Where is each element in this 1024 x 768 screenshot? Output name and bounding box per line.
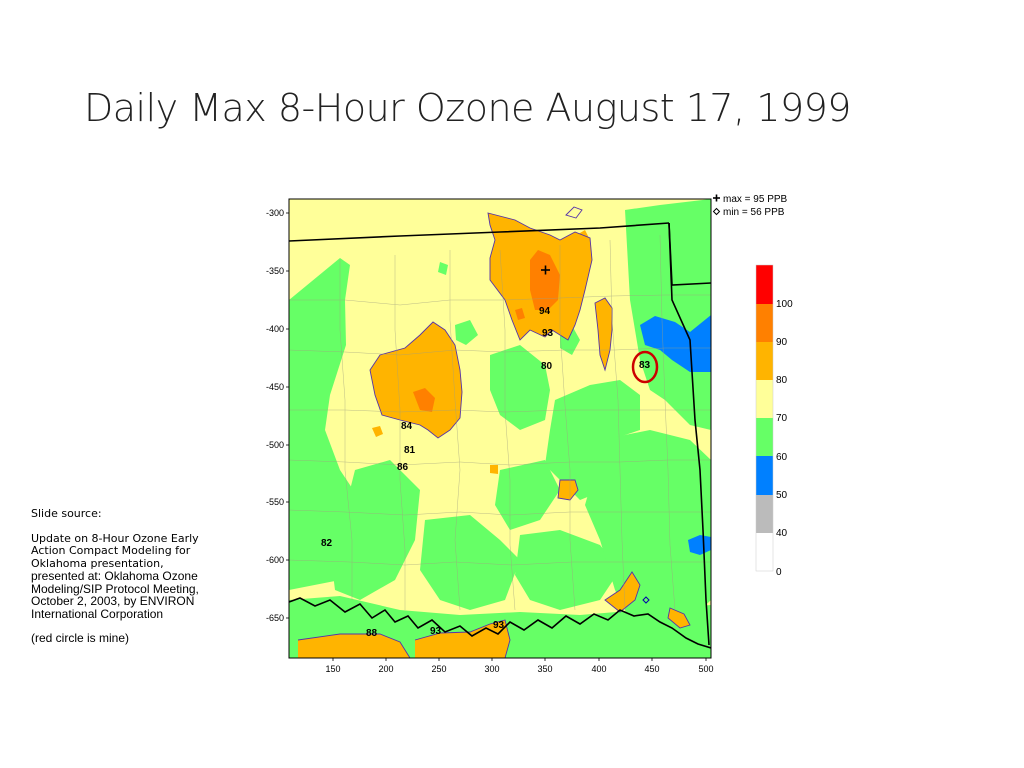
value-label: 82: [321, 538, 333, 549]
legend-swatch-100: [756, 265, 773, 304]
x-tick-label: 250: [431, 664, 446, 674]
source-text-2: presented at: Oklahoma Ozone Modeling/SI…: [31, 569, 199, 621]
min-key-icon: [712, 207, 721, 216]
band-50-60: [640, 315, 711, 555]
max-min-key: max = 95 PPB min = 56 PPB: [712, 194, 788, 218]
value-label: 93: [430, 626, 442, 637]
y-tick-label: -350: [266, 266, 284, 276]
value-label: 80: [541, 361, 553, 372]
monitor-value-labels: 94 93 80 83 84 81 86 82 88 93 93: [321, 306, 651, 639]
legend-label: 40: [776, 528, 788, 539]
county-boundaries: [289, 234, 711, 611]
value-label: 81: [404, 445, 416, 456]
x-tick-label: 500: [698, 664, 713, 674]
legend-label: 70: [776, 413, 788, 424]
y-tick-label: -650: [266, 613, 284, 623]
legend-swatch-60: [756, 418, 773, 456]
legend-label: 80: [776, 375, 788, 386]
y-tick-label: -500: [266, 440, 284, 450]
legend-label: 60: [776, 452, 788, 463]
min-label: min = 56 PPB: [723, 207, 785, 218]
x-tick-label: 300: [484, 664, 499, 674]
max-key-icon: [713, 194, 720, 202]
x-tick-label: 400: [591, 664, 606, 674]
max-label: max = 95 PPB: [723, 194, 788, 205]
value-label: 93: [542, 328, 554, 339]
legend-swatch-90: [756, 304, 773, 342]
value-label: 84: [401, 421, 413, 432]
state-boundaries: [289, 222, 711, 649]
source-text-1: Update on 8-Hour Ozone Early Action Comp…: [31, 531, 199, 570]
source-note: (red circle is mine): [31, 631, 130, 645]
legend-label: 50: [776, 490, 788, 501]
source-heading: Slide source:: [31, 507, 102, 520]
color-legend: 100 90 80 70 60 50 40 0: [755, 264, 793, 578]
annotation-red-circle: [631, 350, 659, 384]
max-marker: [541, 265, 550, 275]
x-axis: 150 200 250 300 350 400 450 500: [325, 658, 714, 674]
y-tick-label: -300: [266, 208, 284, 218]
legend-swatch-0: [756, 533, 773, 571]
y-tick-label: -450: [266, 382, 284, 392]
x-tick-label: 150: [325, 664, 340, 674]
value-label: 83: [639, 360, 651, 371]
legend-label: 0: [776, 567, 782, 578]
y-tick-label: -600: [266, 555, 284, 565]
legend-label: 90: [776, 337, 788, 348]
band-90-100: [413, 250, 560, 412]
x-tick-label: 450: [644, 664, 659, 674]
legend-swatch-50: [756, 456, 773, 495]
value-label: 93: [493, 620, 505, 631]
min-marker: [642, 596, 650, 604]
y-tick-label: -550: [266, 497, 284, 507]
ozone-contour-map: 94 93 80 83 84 81 86 82 88 93 93: [289, 199, 711, 658]
slide-source: Slide source: Update on 8-Hour Ozone Ear…: [31, 507, 226, 657]
legend-swatch-80: [756, 342, 773, 380]
legend-label: 100: [776, 299, 793, 310]
slide-title: Daily Max 8-Hour Ozone August 17, 1999: [84, 86, 851, 130]
y-axis: -300 -350 -400 -450 -500 -550 -600 -650: [266, 208, 289, 623]
value-label: 88: [366, 628, 378, 639]
y-tick-label: -400: [266, 324, 284, 334]
value-label: 86: [397, 462, 409, 473]
legend-swatch-70: [756, 380, 773, 418]
map-frame: [288, 198, 712, 659]
value-label: 94: [539, 306, 551, 317]
x-tick-label: 350: [537, 664, 552, 674]
x-tick-label: 200: [378, 664, 393, 674]
legend-swatch-40: [756, 495, 773, 533]
